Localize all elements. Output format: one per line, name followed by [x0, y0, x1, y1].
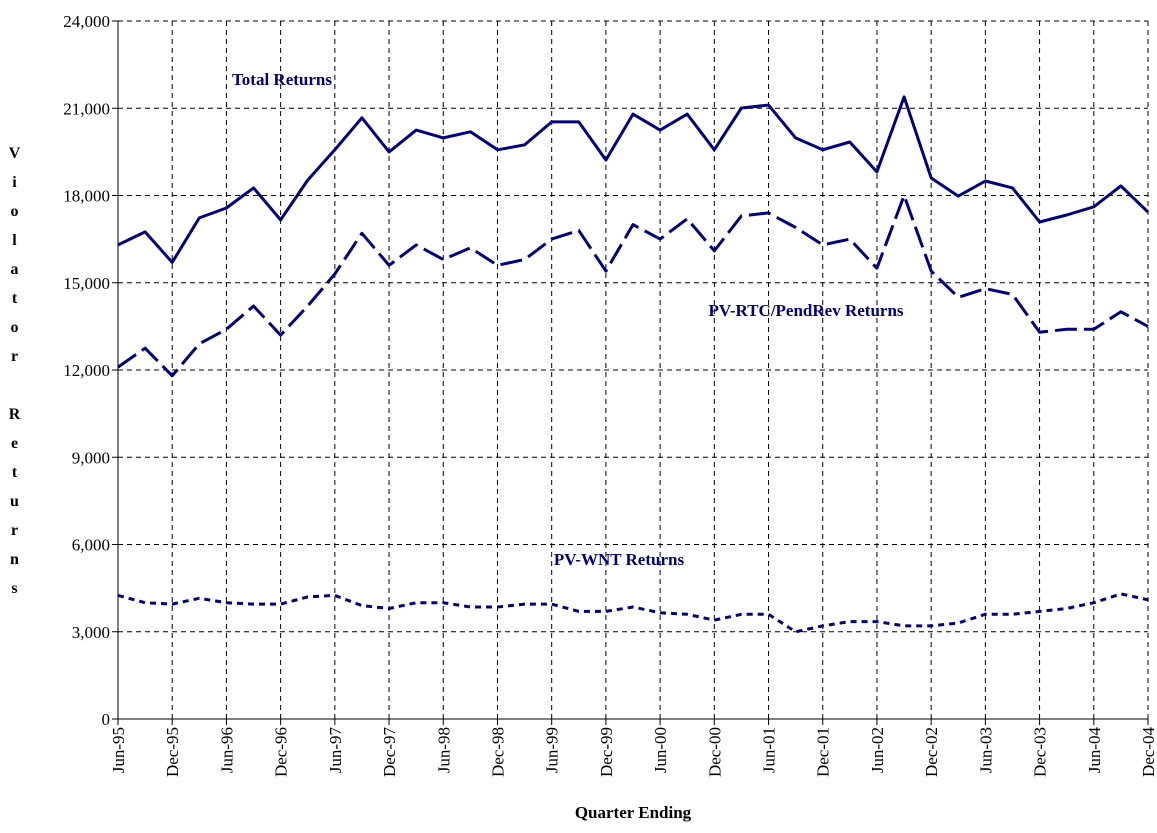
x-tick-label: Jun-98: [434, 727, 453, 773]
x-tick-label: Dec-01: [814, 727, 833, 777]
x-tick-label: Jun-03: [976, 727, 995, 773]
y-tick-label: 3,000: [72, 623, 110, 642]
x-tick-label: Dec-99: [597, 727, 616, 777]
y-tick-label: 0: [102, 710, 111, 729]
y-tick-label: 21,000: [63, 99, 110, 118]
y-tick-label: 24,000: [63, 12, 110, 31]
x-tick-label: Dec-02: [922, 727, 941, 777]
series-line: [117, 194, 1149, 378]
x-tick-label: Dec-98: [488, 727, 507, 777]
x-axis-title: Quarter Ending: [575, 803, 692, 822]
y-tick-label: 6,000: [72, 536, 110, 555]
series-line: [117, 592, 1149, 634]
x-tick-label: Jun-95: [109, 727, 128, 773]
x-tick-label: Dec-95: [163, 727, 182, 777]
series-label: PV-RTC/PendRev Returns: [708, 301, 903, 320]
series-label: PV-WNT Returns: [554, 550, 685, 569]
x-tick-label: Jun-96: [217, 727, 236, 773]
y-tick-label: 15,000: [63, 274, 110, 293]
x-tick-label: Jun-01: [760, 727, 779, 773]
y-tick-label: 18,000: [63, 187, 110, 206]
x-tick-label: Jun-00: [651, 727, 670, 773]
y-tick-label: 9,000: [72, 448, 110, 467]
x-tick-label: Dec-00: [705, 727, 724, 777]
series-label: Total Returns: [232, 70, 332, 89]
x-tick-label: Jun-04: [1085, 727, 1104, 774]
x-tick-label: Dec-96: [272, 727, 291, 777]
x-tick-label: Dec-04: [1139, 727, 1157, 778]
x-tick-label: Jun-02: [868, 727, 887, 773]
y-axis-title: Violator Returns: [6, 145, 23, 609]
x-tick-label: Jun-97: [326, 727, 345, 774]
x-tick-label: Dec-03: [1031, 727, 1050, 777]
x-tick-label: Jun-99: [543, 727, 562, 773]
x-tick-label: Dec-97: [380, 727, 399, 778]
y-tick-label: 12,000: [63, 361, 110, 380]
series-line: [117, 95, 1150, 264]
